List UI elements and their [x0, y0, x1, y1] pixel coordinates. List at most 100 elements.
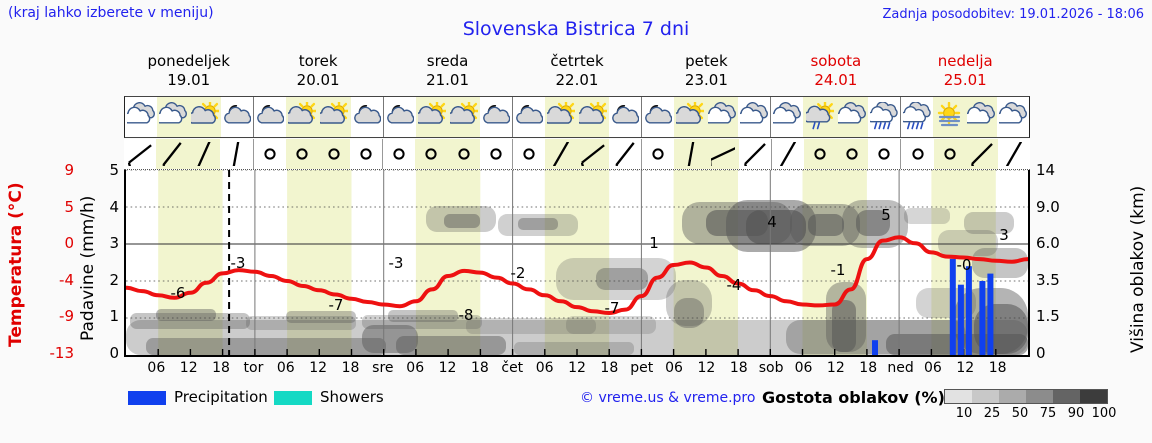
day-date: 24.01 — [814, 71, 858, 89]
calm-wind-icon — [480, 139, 512, 169]
wind-barb-icon — [739, 139, 771, 169]
day-date: 20.01 — [296, 71, 340, 89]
day-header-row: ponedeljek 19.01 torek 20.01 sreda 21.01 četrt… — [124, 52, 1030, 92]
cloud-icon — [706, 97, 739, 137]
calm-wind-icon — [447, 139, 480, 169]
cloud-density-value-1: 25 — [983, 406, 1001, 421]
sun-cloud-icon — [286, 97, 319, 137]
cloud-icon — [125, 97, 157, 137]
precipitation-tick-0: 5 — [109, 161, 119, 179]
moon-cloud-icon — [642, 97, 674, 137]
precipitation-legend-label: Precipitation — [174, 388, 268, 406]
temperature-tick-3: -4 — [59, 270, 74, 289]
calm-wind-icon — [642, 139, 674, 169]
x-tick-2: 18 — [212, 360, 230, 376]
x-tick-14: 18 — [600, 360, 619, 376]
cloud-icon — [997, 97, 1029, 137]
cloud-height-tick-1: 9.0 — [1036, 197, 1060, 216]
copyright-text[interactable]: © vreme.us & vreme.pro — [580, 390, 756, 406]
cloud-density-scale-labels: 10 25 50 75 90 100 — [940, 406, 1117, 422]
x-axis-tick-labels: 06 12 18 tor 06 12 18 sre 06 12 18 čet 06 12 18 pet 06 12… — [124, 360, 1030, 380]
x-tick-11: čet — [501, 360, 524, 376]
cloud-icon — [835, 97, 868, 137]
moon-cloud-icon — [480, 97, 512, 137]
x-tick-3: tor — [243, 360, 264, 376]
svg-text:-0: -0 — [957, 256, 972, 274]
svg-text:5: 5 — [881, 206, 891, 224]
calm-wind-icon — [901, 139, 933, 169]
sun-cloud-icon — [189, 97, 222, 137]
x-tick-1: 12 — [179, 360, 198, 376]
day-header-2: torek 20.01 — [253, 52, 382, 92]
sun-rain-icon — [803, 97, 836, 137]
day-header-4: četrtek 22.01 — [512, 52, 641, 92]
day-header-6: sobota 24.01 — [771, 52, 900, 92]
weather-icon-day-7 — [901, 97, 1029, 137]
svg-text:-1: -1 — [831, 261, 846, 279]
svg-text:-3: -3 — [389, 254, 404, 272]
temperature-axis-title: Temperatura (°C) — [6, 182, 26, 348]
cloud-density-step-1 — [972, 390, 999, 403]
x-tick-10: 18 — [471, 360, 489, 376]
x-tick-15: pet — [630, 360, 654, 376]
weather-icon-day-2 — [254, 97, 384, 137]
precipitation-tick-5: 0 — [109, 344, 119, 362]
svg-text:4: 4 — [767, 213, 777, 231]
day-header-7: nedelja 25.01 — [901, 52, 1030, 92]
svg-text:1: 1 — [649, 234, 659, 252]
cloud-density-gradient-bar — [944, 389, 1108, 404]
wind-day-7 — [901, 139, 1030, 169]
wind-day-6 — [772, 139, 902, 169]
sun-cloud-icon — [577, 97, 610, 137]
wind-barb-icon — [124, 139, 156, 169]
x-tick-17: 12 — [697, 360, 716, 376]
svg-text:-8: -8 — [459, 306, 474, 324]
weather-icon-strip — [124, 96, 1030, 138]
day-date: 22.01 — [555, 71, 599, 89]
x-tick-4: 06 — [276, 360, 295, 376]
sun-cloud-icon — [447, 97, 480, 137]
x-tick-0: 06 — [147, 360, 166, 376]
wind-day-4 — [513, 139, 643, 169]
svg-text:-2: -2 — [511, 264, 526, 282]
day-name: torek — [298, 52, 338, 70]
wind-barb-icon — [188, 139, 221, 169]
forecast-plot-svg: -6 -3 -7 -3 -8 -2 -7 1 -4 4 -1 5 -0 3 — [126, 170, 1028, 355]
x-tick-6: 18 — [341, 360, 360, 376]
wind-barb-icon — [706, 139, 739, 169]
weather-icon-day-5 — [642, 97, 772, 137]
cloud-icon — [771, 97, 803, 137]
cloud-density-value-3: 75 — [1039, 406, 1057, 421]
weather-icon-day-3 — [384, 97, 513, 137]
cloud-density-value-2: 50 — [1011, 406, 1029, 421]
sun-fog-icon — [932, 97, 965, 137]
precipitation-tick-4: 1 — [109, 307, 119, 326]
calm-wind-icon — [836, 139, 869, 169]
day-header-3: sreda 21.01 — [383, 52, 512, 92]
cloud-height-tick-3: 3.5 — [1036, 270, 1060, 289]
x-tick-9: 12 — [438, 360, 457, 376]
calm-wind-icon — [285, 139, 318, 169]
moon-cloud-icon — [609, 97, 641, 137]
wind-day-1 — [124, 139, 254, 169]
cloud-density-step-3 — [1026, 390, 1053, 403]
day-name: sreda — [426, 52, 469, 70]
showers-legend-swatch — [274, 391, 312, 405]
cloud-density-value-0: 10 — [955, 406, 973, 421]
cloud-icon — [157, 97, 190, 137]
cloud-density-step-4 — [1053, 390, 1080, 403]
precipitation-axis-title: Padavine (mm/h) — [78, 195, 98, 341]
day-name: ponedeljek — [147, 52, 230, 70]
precipitation-tick-1: 4 — [109, 197, 119, 216]
wind-barb-icon — [772, 139, 804, 169]
cloud-icon — [964, 97, 997, 137]
cloud-density-value-5: 100 — [1091, 406, 1117, 421]
calm-wind-icon — [254, 139, 286, 169]
wind-barb-icon — [674, 139, 707, 169]
day-name: nedelja — [937, 52, 993, 70]
cloud-height-tick-4: 1.5 — [1036, 307, 1060, 326]
precipitation-legend-swatch — [128, 391, 166, 405]
x-tick-21: 12 — [826, 360, 845, 376]
calm-wind-icon — [350, 139, 382, 169]
x-tick-19: sob — [758, 360, 784, 376]
